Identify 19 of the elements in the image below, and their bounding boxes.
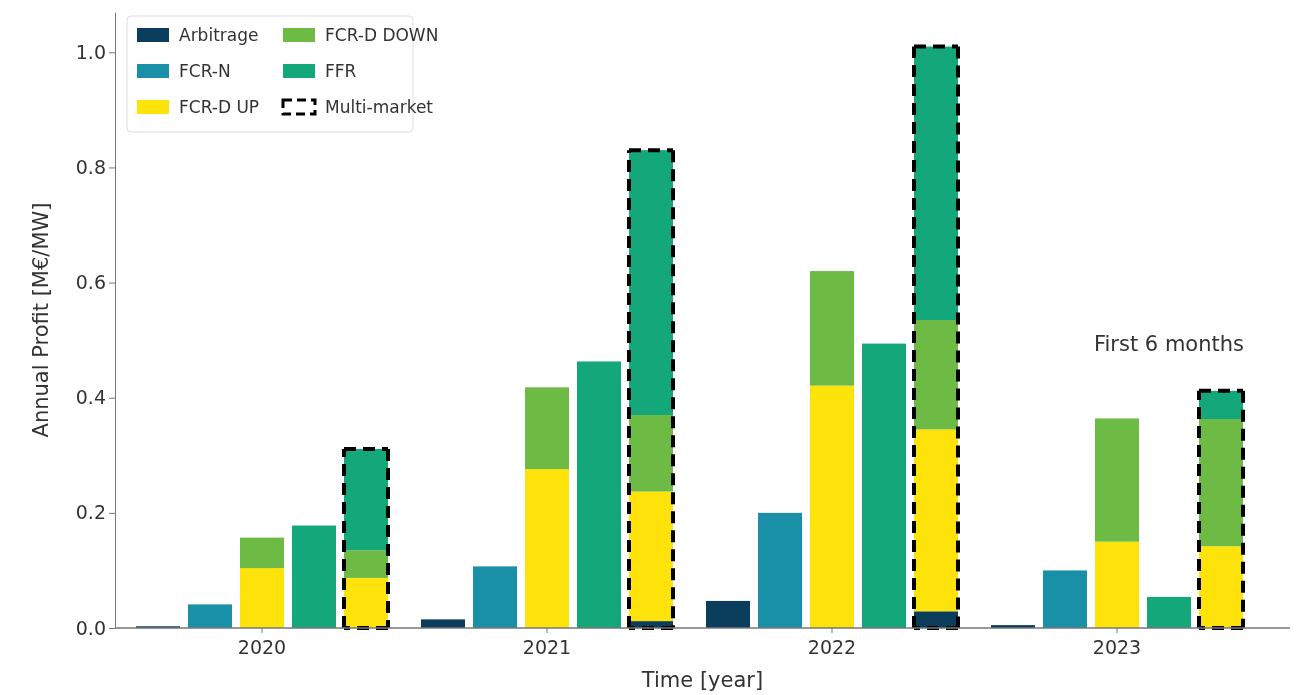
- legend-label: FCR-D UP: [179, 97, 260, 117]
- legend-label: Multi-market: [325, 97, 434, 117]
- y-tick-label: 0.4: [75, 386, 106, 409]
- y-tick-label: 1.0: [75, 40, 106, 63]
- y-tick-label: 0.0: [75, 616, 106, 639]
- legend-label: Arbitrage: [179, 25, 259, 45]
- x-tick-label: 2020: [237, 636, 287, 658]
- x-tick-label: 2021: [522, 636, 572, 658]
- y-tick-label: 0.6: [75, 271, 106, 294]
- x-axis-title: Time [year]: [640, 668, 764, 692]
- y-tick-label: 0.2: [75, 501, 106, 524]
- x-tick-label: 2022: [807, 636, 857, 658]
- legend-label: FCR-N: [179, 61, 231, 81]
- legend-label: FCR-D DOWN: [325, 25, 439, 45]
- y-tick-label: 0.8: [75, 156, 106, 179]
- x-tick-label: 2023: [1092, 636, 1142, 658]
- legend-label: FFR: [325, 61, 357, 81]
- annotation: First 6 months: [1093, 331, 1245, 356]
- y-axis-title: Annual Profit [M€/MW]: [29, 202, 53, 438]
